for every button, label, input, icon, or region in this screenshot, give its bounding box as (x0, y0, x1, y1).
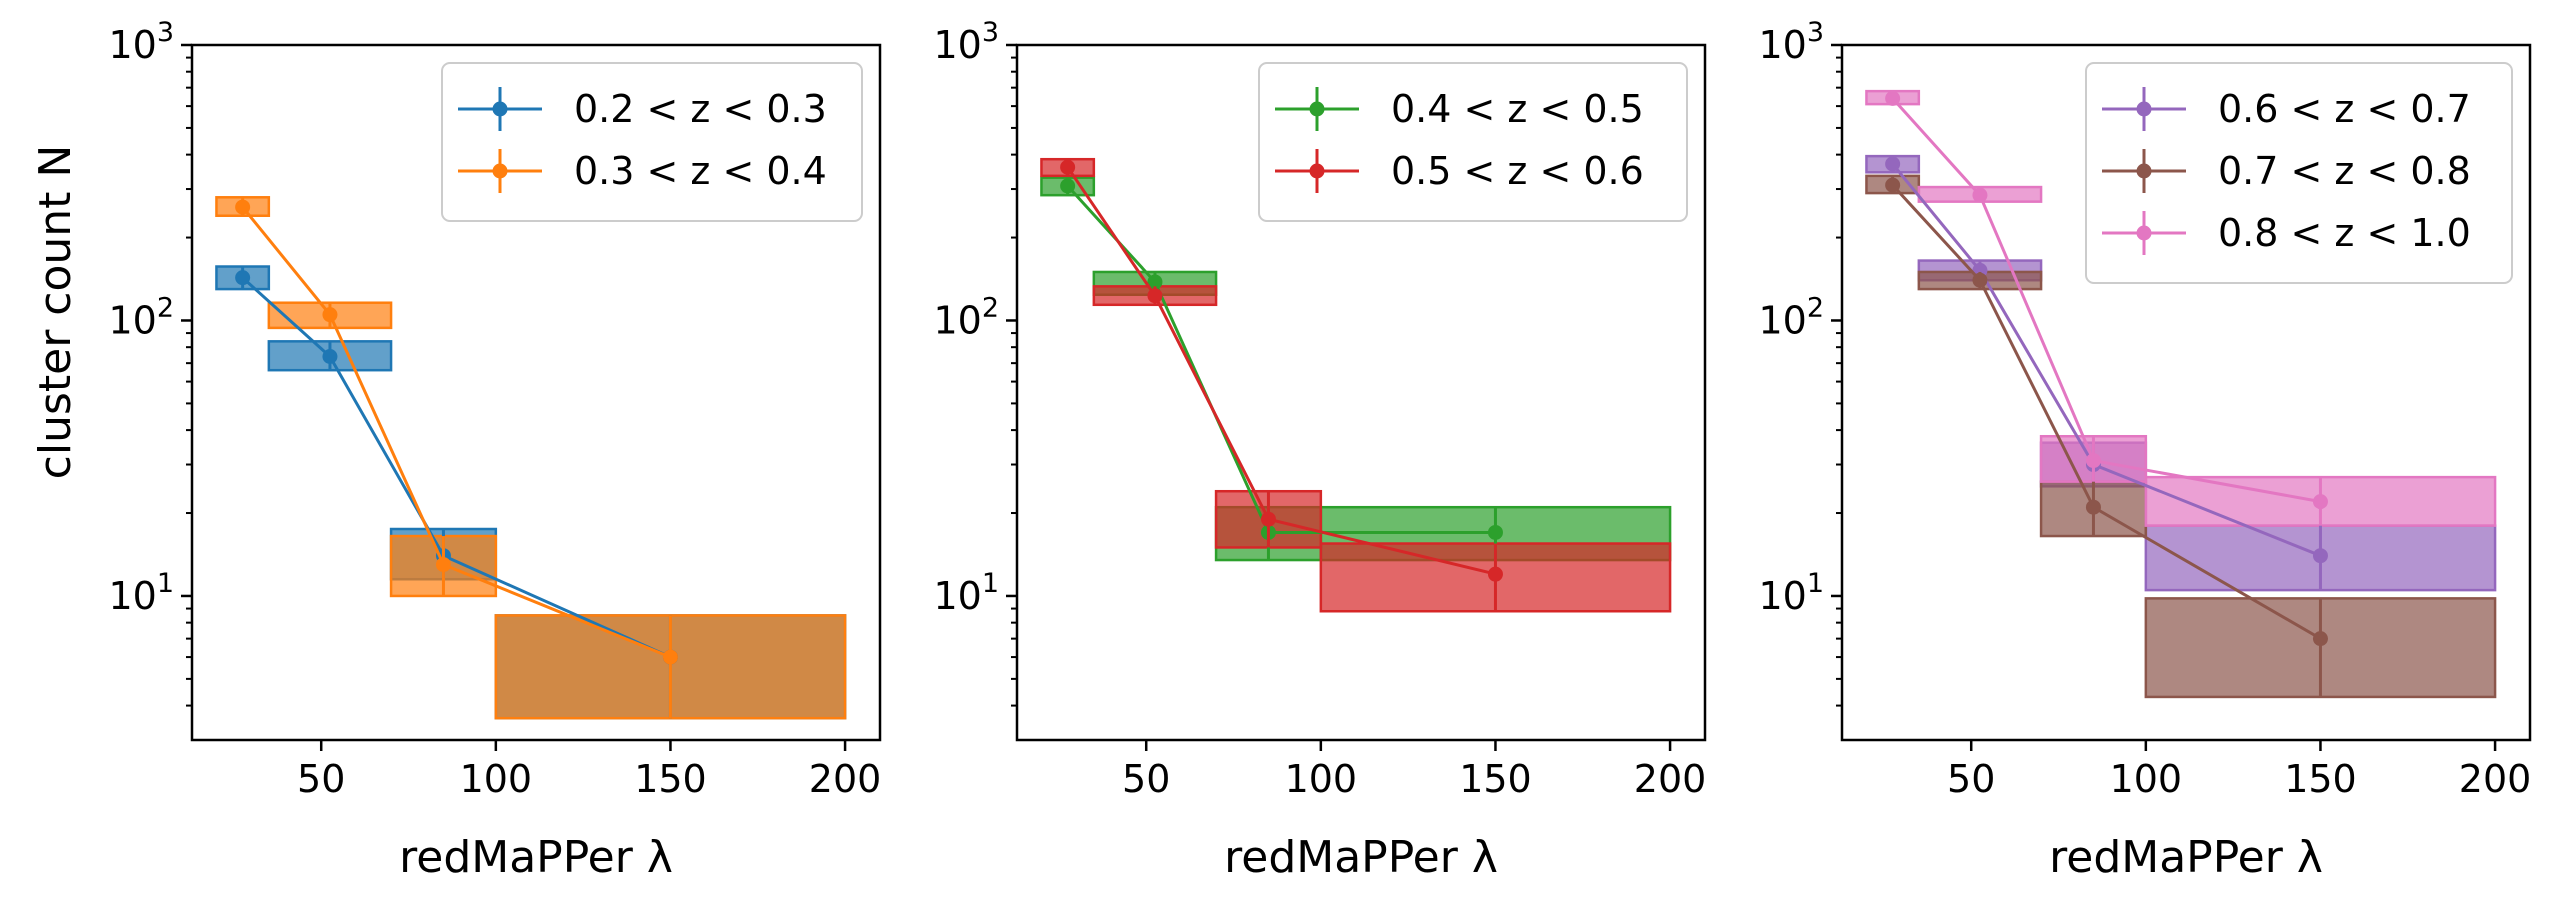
data-point-s2-1 (1060, 159, 1076, 175)
data-point-s2-4 (662, 649, 678, 665)
x-tick-label: 150 (2284, 757, 2357, 801)
legend-swatch-marker (1309, 101, 1325, 117)
x-tick-label: 100 (2110, 757, 2183, 801)
y-tick-label: 103 (933, 17, 999, 67)
legend-box (2085, 62, 2513, 284)
data-point-s1-1 (1885, 156, 1901, 172)
data-point-s2-3 (1260, 511, 1276, 527)
legend-swatch-marker (492, 101, 508, 117)
data-point-s2-2 (1147, 288, 1163, 304)
chart-panel-1: 50 100 150 200 101 102 103 redMaPPer λ 0.2 < z <… (108, 17, 881, 883)
data-point-s1-4 (1487, 524, 1503, 540)
legend-swatch-marker (2136, 101, 2152, 117)
x-axis-label: redMaPPer λ (2049, 832, 2323, 883)
x-axis-label: redMaPPer λ (399, 832, 673, 883)
data-point-s2-1 (1885, 177, 1901, 193)
plot-area (215, 196, 847, 720)
legend-entry-label: 0.6 < z < 0.7 (2218, 87, 2471, 131)
x-tick-label: 200 (1634, 757, 1707, 801)
data-point-s1-4 (2312, 548, 2328, 564)
legend: 0.6 < z < 0.7 0.7 < z < 0.8 0.8 < z < 1.0 (2085, 62, 2513, 284)
axes-frame (1015, 43, 1707, 742)
series-line-1 (241, 276, 672, 659)
x-tick-label: 100 (1285, 757, 1358, 801)
series-line-2 (1066, 166, 1496, 576)
legend-swatch-marker (492, 163, 508, 179)
plot-area (1040, 157, 1672, 613)
data-point-s2-3 (435, 557, 451, 573)
chart-panel-3: 50 100 150 200 101 102 103 redMaPPer λ 0.6 < z <… (1758, 17, 2531, 883)
x-tick-label: 150 (1459, 757, 1532, 801)
legend-entry-label: 0.4 < z < 0.5 (1391, 87, 1644, 131)
x-axis-label: redMaPPer λ (1224, 832, 1498, 883)
data-point-s1-1 (235, 270, 251, 286)
x-tick-label: 150 (634, 757, 707, 801)
series-line-2 (1891, 184, 2322, 640)
data-point-s1-1 (1060, 178, 1076, 194)
data-point-s2-4 (1487, 566, 1503, 582)
data-point-s3-4 (2312, 494, 2328, 510)
y-tick-label: 102 (933, 292, 999, 342)
data-point-s2-2 (1972, 272, 1988, 288)
series-line-2 (241, 206, 672, 659)
legend-swatch-marker (1309, 163, 1325, 179)
y-tick-label: 103 (108, 17, 174, 67)
legend-entry-label: 0.5 < z < 0.6 (1391, 149, 1644, 193)
legend-swatch-marker (2136, 163, 2152, 179)
x-tick-label: 50 (1947, 757, 1995, 801)
y-tick-label: 101 (933, 568, 999, 618)
legend-entry-label: 0.3 < z < 0.4 (574, 149, 827, 193)
y-tick-label: 103 (1758, 17, 1824, 67)
data-point-s1-2 (322, 349, 338, 365)
plot-area (1865, 89, 2497, 699)
x-tick-label: 50 (297, 757, 345, 801)
data-point-s2-1 (235, 199, 251, 215)
axes-frame (1840, 43, 2532, 742)
legend-swatch-marker (2136, 225, 2152, 241)
data-point-s1-2 (1147, 274, 1163, 290)
series-line-1 (1891, 163, 2322, 558)
legend-box (441, 62, 863, 222)
x-tick-label: 100 (460, 757, 533, 801)
data-point-s2-2 (322, 307, 338, 323)
x-tick-label: 50 (1122, 757, 1170, 801)
y-axis-label-text: cluster count N (30, 145, 81, 480)
x-tick-label: 200 (2459, 757, 2532, 801)
legend: 0.2 < z < 0.3 0.3 < z < 0.4 (441, 62, 863, 222)
y-tick-label: 102 (1758, 292, 1824, 342)
data-point-s3-2 (1972, 187, 1988, 203)
y-axis-label: cluster count N (30, 145, 81, 480)
chart-panel-2: 50 100 150 200 101 102 103 redMaPPer λ 0.4 < z <… (933, 17, 1706, 883)
legend-entry-label: 0.7 < z < 0.8 (2218, 149, 2471, 193)
y-tick-label: 101 (108, 568, 174, 618)
y-tick-label: 101 (1758, 568, 1824, 618)
legend-box (1258, 62, 1688, 222)
data-point-s2-4 (2312, 631, 2328, 647)
series-line-1 (1066, 184, 1496, 534)
legend-entry-label: 0.2 < z < 0.3 (574, 87, 827, 131)
axes-frame (190, 43, 882, 742)
data-point-s3-3 (2085, 453, 2101, 469)
series-line-3 (1891, 97, 2321, 504)
data-point-s2-3 (2085, 499, 2101, 515)
data-point-s3-1 (1885, 90, 1901, 106)
legend-entry-label: 0.8 < z < 1.0 (2218, 211, 2471, 255)
x-tick-label: 200 (809, 757, 882, 801)
legend: 0.4 < z < 0.5 0.5 < z < 0.6 (1258, 62, 1688, 222)
y-tick-label: 102 (108, 292, 174, 342)
